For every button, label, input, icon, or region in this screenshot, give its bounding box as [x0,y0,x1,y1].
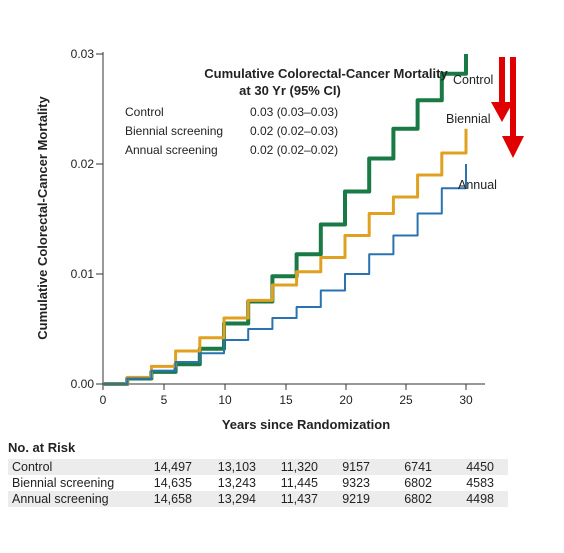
series-line-biennial [103,128,468,386]
at-risk-row-label: Control [12,460,53,474]
at-risk-cell: 14,658 [153,492,192,506]
x-ticks: 0 5 10 15 20 25 30 [100,384,473,407]
at-risk-cell: 6802 [404,476,432,490]
legend-title-line1: Cumulative Colorectal-Cancer Mortality [204,66,448,81]
at-risk-cell: 4583 [466,476,494,490]
at-risk-cell: 14,635 [153,476,192,490]
at-risk-cell: 11,437 [280,492,318,506]
legend-box: Cumulative Colorectal-Cancer Mortality a… [125,66,448,157]
y-tick-label: 0.00 [71,377,95,391]
legend-entry-value: 0.03 (0.03–0.03) [250,105,338,119]
x-tick-label: 0 [100,393,107,407]
y-ticks: 0.00 0.01 0.02 0.03 [71,47,103,391]
at-risk-cell: 13,243 [217,476,256,490]
x-tick-label: 5 [161,393,168,407]
at-risk-cell: 9219 [342,492,370,506]
legend-title-line2: at 30 Yr (95% CI) [239,83,341,98]
at-risk-cell: 13,103 [217,460,256,474]
x-tick-label: 10 [218,393,232,407]
chart: 0.00 0.01 0.02 0.03 0 5 10 15 20 25 30 Y… [35,47,524,432]
at-risk-cell: 6741 [404,460,432,474]
legend-entry-label: Biennial screening [125,124,223,138]
at-risk-cell: 11,445 [280,476,318,490]
at-risk-cell: 4450 [466,460,494,474]
legend-entry-label: Control [125,105,164,119]
y-tick-label: 0.01 [71,267,95,281]
x-tick-label: 25 [399,393,413,407]
y-axis-label: Cumulative Colorectal-Cancer Mortality [35,96,50,340]
down-arrow-icon [491,57,513,122]
at-risk-row-label: Annual screening [12,492,109,506]
series-line-control [103,54,468,386]
y-tick-label: 0.02 [71,157,95,171]
legend-entry-value: 0.02 (0.02–0.03) [250,124,338,138]
at-risk-cell: 9323 [342,476,370,490]
series-label-biennial: Biennial [446,112,490,126]
at-risk-cell: 14,497 [153,460,192,474]
annotation-arrows [491,57,524,158]
at-risk-row: Annual screening 14,658 13,294 11,437 92… [8,491,508,507]
at-risk-row-label: Biennial screening [12,476,115,490]
series-line-annual [103,164,467,385]
x-axis-label: Years since Randomization [222,417,390,432]
x-tick-label: 30 [459,393,473,407]
at-risk-row: Biennial screening 14,635 13,243 11,445 … [8,475,508,491]
at-risk-title: No. at Risk [8,440,76,455]
x-tick-label: 15 [279,393,293,407]
at-risk-table: No. at Risk Control 14,497 13,103 11,320… [8,440,508,507]
at-risk-cell: 13,294 [217,492,256,506]
at-risk-cell: 11,320 [280,460,318,474]
down-arrow-icon [502,57,524,158]
at-risk-row: Control 14,497 13,103 11,320 9157 6741 4… [8,459,508,475]
x-tick-label: 20 [339,393,353,407]
y-tick-label: 0.03 [71,47,95,61]
legend-entry-label: Annual screening [125,143,218,157]
at-risk-cell: 6802 [404,492,432,506]
series-label-annual: Annual [458,178,497,192]
at-risk-cell: 9157 [342,460,370,474]
at-risk-cell: 4498 [466,492,494,506]
series-label-control: Control [453,73,493,87]
series-lines [103,54,468,386]
legend-entry-value: 0.02 (0.02–0.02) [250,143,338,157]
